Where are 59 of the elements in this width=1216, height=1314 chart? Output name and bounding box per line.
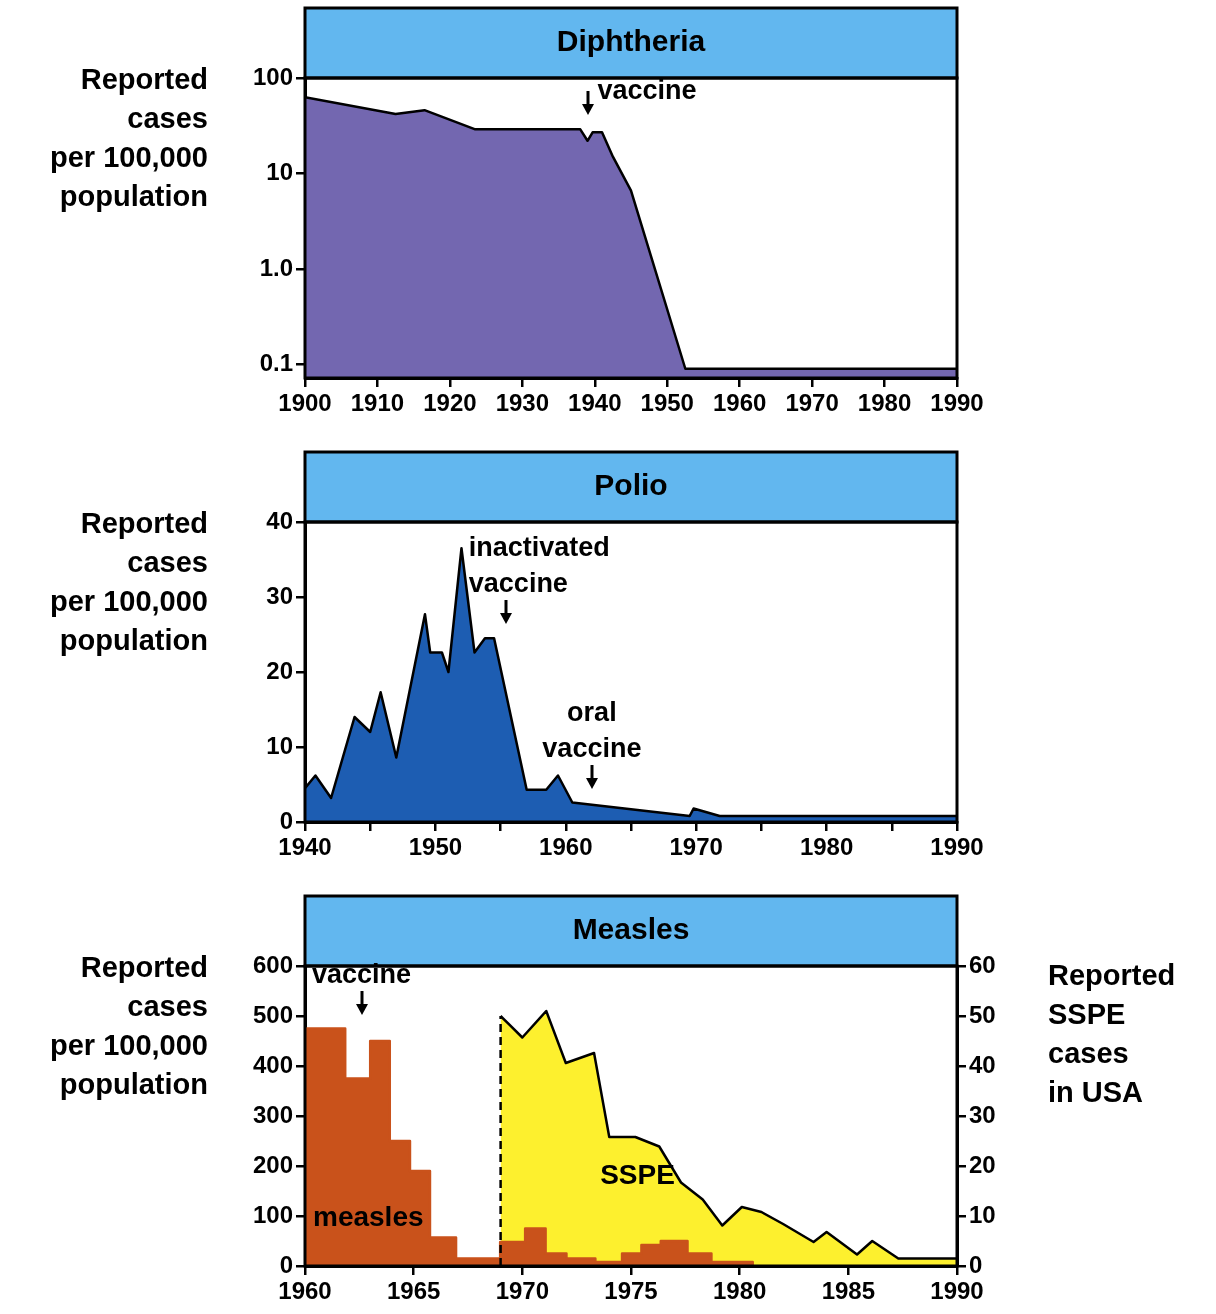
x-tick-label: 1980 [799, 833, 854, 861]
y-tick-label: 500 [252, 1000, 293, 1028]
x-tick-label: 1920 [423, 389, 477, 417]
x-tick-label: 1910 [350, 389, 405, 417]
chart-title: Diphtheria [556, 24, 706, 58]
y-tick-label: 30 [266, 581, 293, 609]
x-tick-label: 1900 [278, 389, 332, 417]
chart-title: Measles [572, 912, 690, 946]
ref-line-label: oral vaccine [542, 696, 642, 763]
y2-tick-label: 20 [969, 1150, 996, 1178]
x-tick-label: 1940 [278, 833, 332, 861]
y-tick-label: 40 [266, 506, 293, 534]
ref-line-label: vaccine [311, 958, 412, 989]
x-tick-label: 1960 [712, 389, 767, 417]
y-tick-label: 400 [252, 1050, 293, 1078]
y-tick-label: 100 [252, 1200, 293, 1228]
x-tick-label: 1940 [568, 389, 622, 417]
y2-tick-label: 60 [969, 950, 996, 978]
x-tick-label: 1990 [930, 389, 984, 417]
y2-tick-label: 10 [969, 1200, 996, 1228]
x-tick-label: 1985 [821, 1277, 876, 1305]
x-tick-label: 1970 [495, 1277, 550, 1305]
y-tick-label: 10 [266, 731, 293, 759]
x-tick-label: 1930 [495, 389, 550, 417]
y-axis-title: Reported cases per 100,000 population [49, 62, 208, 214]
y2-axis-title: Reported SSPE cases in USA [1048, 958, 1177, 1110]
series-label: SSPE [600, 1159, 675, 1191]
y2-tick-label: 0 [969, 1250, 983, 1278]
x-tick-label: 1950 [640, 389, 694, 417]
chart-title: Polio [594, 468, 668, 502]
y-tick-label: 0 [279, 1250, 293, 1278]
x-tick-label: 1975 [604, 1277, 658, 1305]
y2-tick-label: 30 [969, 1100, 996, 1128]
y-tick-label: 1.0 [259, 253, 293, 281]
y-tick-label: 600 [252, 950, 293, 978]
ref-line-label: inactivated vaccine [468, 532, 610, 599]
x-tick-label: 1990 [930, 1277, 984, 1305]
x-tick-label: 1990 [930, 833, 984, 861]
y-tick-label: 300 [252, 1100, 293, 1128]
x-tick-label: 1970 [785, 389, 839, 417]
x-tick-label: 1980 [857, 389, 912, 417]
y2-tick-label: 50 [969, 1000, 996, 1028]
x-tick-label: 1970 [669, 833, 723, 861]
series-label: measles [313, 1201, 424, 1233]
x-tick-label: 1965 [386, 1277, 441, 1305]
x-tick-label: 1960 [278, 1277, 332, 1305]
y2-tick-label: 40 [969, 1050, 996, 1078]
y-tick-label: 0.1 [259, 349, 293, 377]
y-axis-title: Reported cases per 100,000 population [49, 950, 208, 1102]
ref-line-label: vaccine [597, 75, 697, 106]
x-tick-label: 1980 [712, 1277, 767, 1305]
x-tick-label: 1950 [408, 833, 463, 861]
y-tick-label: 20 [266, 656, 293, 684]
y-tick-label: 200 [252, 1150, 293, 1178]
x-tick-label: 1960 [539, 833, 593, 861]
y-tick-label: 0 [279, 806, 293, 834]
y-tick-label: 10 [266, 158, 293, 186]
y-tick-label: 100 [252, 62, 293, 90]
y-axis-title: Reported cases per 100,000 population [49, 506, 208, 658]
